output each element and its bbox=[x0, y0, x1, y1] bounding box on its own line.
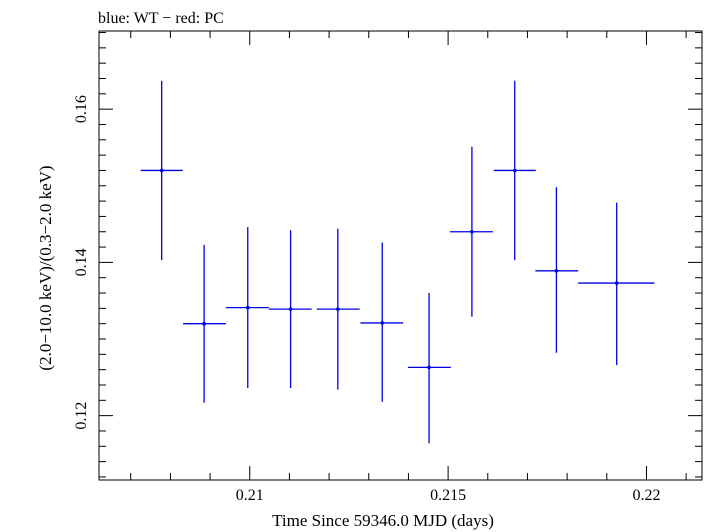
x-tick-label: 0.21 bbox=[236, 487, 264, 504]
axis-ticks bbox=[99, 31, 702, 480]
data-point bbox=[316, 228, 360, 390]
point-marker bbox=[614, 281, 619, 285]
y-tick-label: 0.16 bbox=[73, 95, 90, 123]
data-point bbox=[183, 244, 226, 403]
point-marker bbox=[427, 365, 431, 370]
data-point bbox=[450, 146, 493, 317]
tick-labels: 0.21 0.215 0.22 0.12 0.14 0.16 bbox=[73, 95, 660, 504]
data-point bbox=[140, 80, 183, 261]
point-marker bbox=[336, 307, 340, 311]
point-marker bbox=[380, 321, 385, 325]
x-axis-label: Time Since 59346.0 MJD (days) bbox=[272, 511, 494, 530]
data-point bbox=[225, 227, 269, 389]
point-marker bbox=[512, 168, 517, 173]
point-marker bbox=[245, 305, 250, 310]
data-point bbox=[535, 187, 579, 353]
chart-title: blue: WT − red: PC bbox=[98, 10, 224, 27]
data-point bbox=[360, 242, 404, 402]
plot-frame bbox=[98, 30, 703, 481]
y-axis-label: (2.0−10.0 keV)/(0.3−2.0 keV) bbox=[36, 165, 55, 370]
x-tick-label: 0.22 bbox=[632, 487, 660, 504]
data-points bbox=[140, 80, 655, 444]
point-marker bbox=[288, 307, 293, 311]
x-tick-label: 0.215 bbox=[430, 487, 466, 504]
data-point bbox=[268, 230, 312, 389]
point-marker bbox=[554, 269, 559, 273]
point-marker bbox=[159, 168, 164, 173]
y-tick-label: 0.12 bbox=[73, 402, 90, 430]
point-marker bbox=[470, 229, 474, 234]
data-point bbox=[493, 80, 536, 261]
data-point bbox=[578, 202, 655, 366]
point-marker bbox=[202, 321, 206, 326]
data-point bbox=[408, 293, 451, 444]
y-tick-label: 0.14 bbox=[73, 248, 90, 276]
